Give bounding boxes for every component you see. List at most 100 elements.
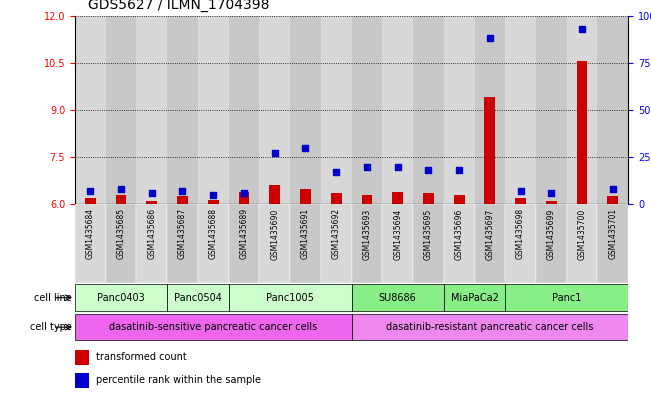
Text: GSM1435684: GSM1435684	[86, 208, 95, 259]
Text: MiaPaCa2: MiaPaCa2	[450, 293, 499, 303]
Bar	[105, 16, 136, 204]
Bar	[475, 204, 505, 283]
Point	[177, 188, 187, 194]
Point	[577, 26, 587, 32]
Bar	[352, 16, 382, 204]
Bar	[382, 204, 413, 283]
Bar	[167, 16, 198, 204]
Bar	[413, 204, 444, 283]
Bar	[146, 201, 157, 204]
Bar	[290, 16, 321, 204]
Bar	[75, 350, 89, 365]
Bar	[167, 204, 198, 283]
Text: GDS5627 / ILMN_1704398: GDS5627 / ILMN_1704398	[88, 0, 270, 12]
Text: SU8686: SU8686	[379, 293, 417, 303]
Bar	[444, 285, 505, 311]
Bar	[393, 192, 403, 204]
Point	[85, 188, 96, 194]
Bar	[300, 189, 311, 204]
Bar	[536, 16, 567, 204]
Text: GSM1435692: GSM1435692	[331, 208, 340, 259]
Bar	[484, 97, 495, 204]
Bar	[331, 193, 342, 204]
Bar	[177, 196, 188, 204]
Bar	[229, 204, 259, 283]
Bar	[238, 192, 249, 204]
Bar	[136, 16, 167, 204]
Text: GSM1435691: GSM1435691	[301, 208, 310, 259]
Text: GSM1435688: GSM1435688	[209, 208, 217, 259]
Text: GSM1435697: GSM1435697	[486, 208, 494, 259]
Bar	[208, 200, 219, 204]
Bar	[321, 204, 352, 283]
Text: GSM1435698: GSM1435698	[516, 208, 525, 259]
Text: GSM1435701: GSM1435701	[608, 208, 617, 259]
Bar	[382, 16, 413, 204]
Point	[146, 190, 157, 196]
Text: transformed count: transformed count	[96, 352, 186, 362]
Bar	[607, 196, 618, 204]
Text: GSM1435689: GSM1435689	[240, 208, 249, 259]
Text: GSM1435687: GSM1435687	[178, 208, 187, 259]
Text: cell line: cell line	[34, 293, 72, 303]
Bar	[361, 195, 372, 204]
Point	[607, 186, 618, 193]
Bar	[505, 204, 536, 283]
Point	[484, 35, 495, 42]
Text: GSM1435700: GSM1435700	[577, 208, 587, 259]
Bar	[352, 314, 628, 340]
Bar	[505, 285, 628, 311]
Point	[116, 186, 126, 193]
Bar	[444, 16, 475, 204]
Bar	[577, 61, 587, 204]
Bar	[259, 204, 290, 283]
Text: Panc1005: Panc1005	[266, 293, 314, 303]
Bar	[229, 285, 352, 311]
Text: GSM1435693: GSM1435693	[363, 208, 372, 259]
Text: GSM1435685: GSM1435685	[117, 208, 126, 259]
Point	[393, 163, 403, 170]
Bar	[321, 16, 352, 204]
Bar	[567, 16, 598, 204]
Bar	[546, 201, 557, 204]
Bar	[116, 195, 126, 204]
Bar	[75, 314, 352, 340]
Point	[331, 169, 341, 175]
Bar	[136, 204, 167, 283]
Bar	[75, 204, 105, 283]
Bar	[290, 204, 321, 283]
Bar	[423, 193, 434, 204]
Text: GSM1435690: GSM1435690	[270, 208, 279, 259]
Point	[239, 190, 249, 196]
Text: dasatinib-resistant pancreatic cancer cells: dasatinib-resistant pancreatic cancer ce…	[386, 322, 594, 332]
Bar	[444, 204, 475, 283]
Point	[454, 167, 464, 174]
Bar	[75, 373, 89, 388]
Bar	[515, 198, 526, 204]
Text: GSM1435694: GSM1435694	[393, 208, 402, 259]
Point	[362, 163, 372, 170]
Bar	[198, 204, 229, 283]
Text: cell type: cell type	[30, 322, 72, 332]
Text: percentile rank within the sample: percentile rank within the sample	[96, 375, 260, 385]
Point	[300, 145, 311, 151]
Text: Panc0403: Panc0403	[97, 293, 145, 303]
Bar	[105, 204, 136, 283]
Bar	[505, 16, 536, 204]
Text: GSM1435699: GSM1435699	[547, 208, 556, 259]
Text: Panc1: Panc1	[552, 293, 581, 303]
Point	[208, 192, 219, 198]
Point	[423, 167, 434, 174]
Bar	[75, 16, 105, 204]
Bar	[475, 16, 505, 204]
Bar	[85, 198, 96, 204]
Bar	[352, 285, 444, 311]
Bar	[167, 285, 229, 311]
Point	[546, 190, 557, 196]
Point	[270, 150, 280, 156]
Bar	[598, 16, 628, 204]
Bar	[536, 204, 567, 283]
Bar	[598, 204, 628, 283]
Text: dasatinib-sensitive pancreatic cancer cells: dasatinib-sensitive pancreatic cancer ce…	[109, 322, 317, 332]
Text: Panc0504: Panc0504	[174, 293, 222, 303]
